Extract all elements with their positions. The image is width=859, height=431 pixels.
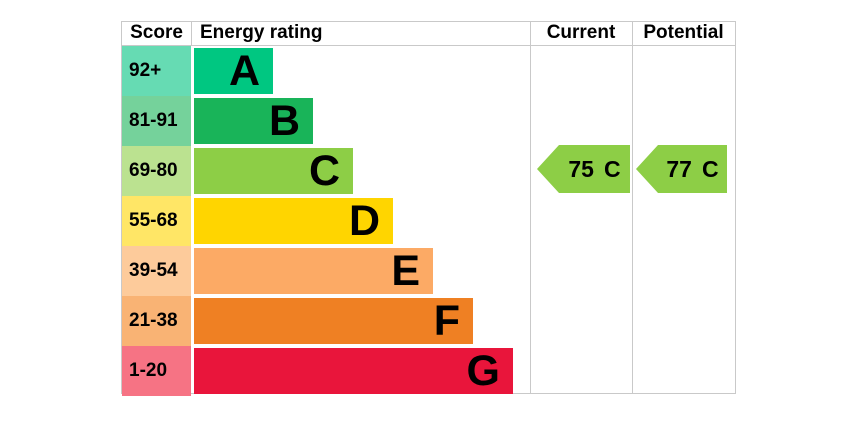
current-column-header: Current [546,22,616,43]
band-bar-c: C [194,148,353,194]
band-row-a: 92+ A [122,46,735,96]
band-bar-g: G [194,348,513,394]
current-rating-value: 75 [568,155,594,182]
left-pointer-arrow-icon [537,145,630,193]
band-letter: G [466,346,500,395]
band-bar-b: B [194,98,313,144]
score-column-divider [191,22,192,45]
band-row-e: 39-54 E [122,246,735,296]
energy-rating-column-header: Energy rating [200,22,323,43]
score-cell: 21-38 [122,296,191,346]
potential-column-divider [632,22,633,393]
score-cell: 81-91 [122,96,191,146]
left-pointer-arrow-icon [636,145,727,193]
band-row-f: 21-38 F [122,296,735,346]
score-cell: 92+ [122,46,191,96]
score-column-header: Score [130,22,183,43]
potential-rating-arrow: 77 C [636,145,727,193]
potential-rating-value: 77 [666,155,692,182]
table-header: Score Energy rating Current Potential [122,22,735,46]
band-letter: C [308,146,340,195]
band-letter: B [268,96,300,145]
band-letter: E [391,246,420,295]
rating-table: Score Energy rating Current Potential 92… [121,21,736,396]
current-rating-arrow: 75 C [537,145,630,193]
potential-column-header: Potential [643,22,724,43]
band-row-g: 1-20 G [122,346,735,396]
band-letter: D [348,196,380,245]
band-letter: F [433,296,460,345]
potential-rating-band: C [701,155,719,182]
band-letter: A [228,46,260,95]
band-row-b: 81-91 B [122,96,735,146]
score-cell: 69-80 [122,146,191,196]
band-bar-d: D [194,198,393,244]
band-row-c: 69-80 C [122,146,735,196]
band-bar-f: F [194,298,473,344]
score-cell: 1-20 [122,346,191,396]
current-rating-band: C [603,155,621,182]
band-bar-e: E [194,248,433,294]
score-cell: 55-68 [122,196,191,246]
band-bar-a: A [194,48,273,94]
band-row-d: 55-68 D [122,196,735,246]
potential-rating-label: 77 C [658,145,727,193]
current-column-divider [530,22,531,393]
score-cell: 39-54 [122,246,191,296]
current-rating-label: 75 C [559,145,630,193]
